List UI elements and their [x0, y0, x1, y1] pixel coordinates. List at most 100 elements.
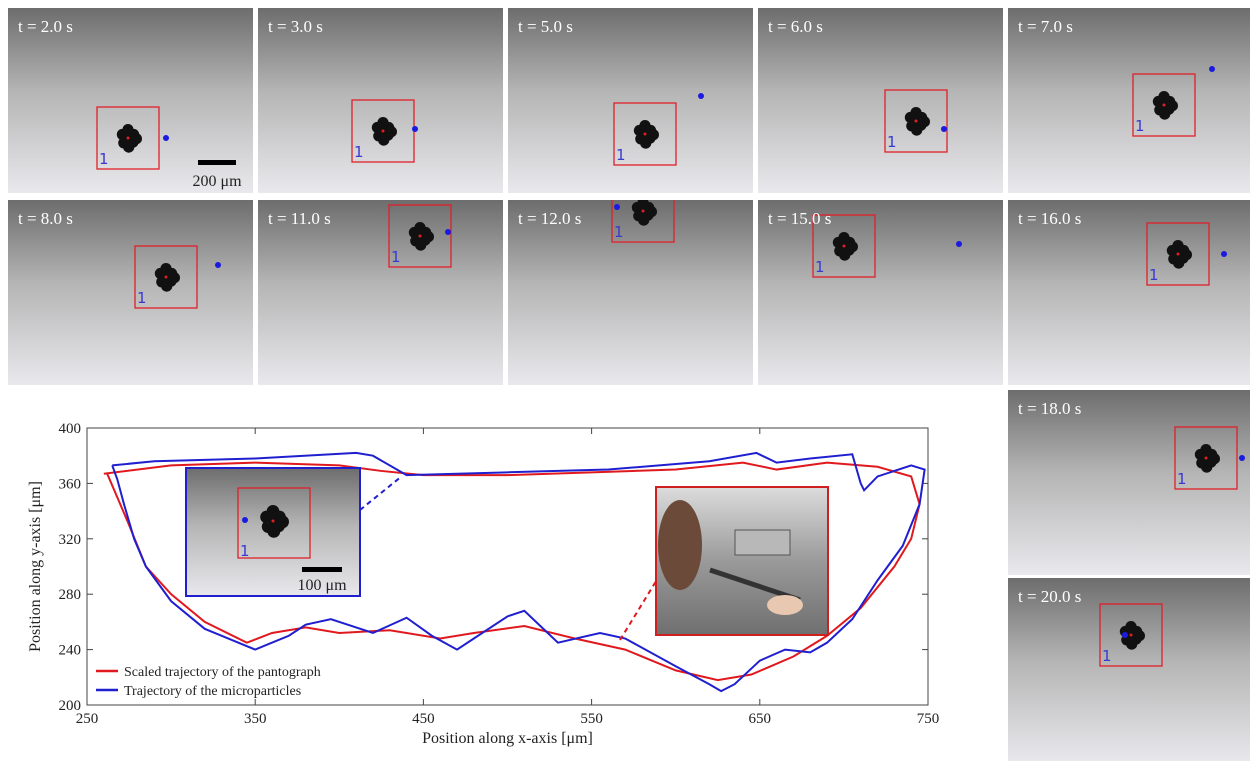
scale-bar-label: 100 μm: [297, 577, 347, 594]
particle: [839, 250, 850, 261]
x-tick-label: 450: [412, 711, 435, 727]
scale-bar-label: 200 μm: [192, 173, 242, 190]
track-id: 1: [391, 248, 401, 266]
legend-label: Scaled trajectory of the pantograph: [124, 665, 321, 680]
frame: 1 t = 18.0 s: [1008, 390, 1250, 575]
track-id: 1: [354, 143, 364, 161]
y-tick-label: 240: [59, 643, 82, 659]
target-dot: [941, 126, 947, 132]
frame: 1 t = 11.0 s: [258, 200, 503, 385]
time-label: t = 12.0 s: [518, 209, 581, 228]
particle: [131, 133, 142, 144]
target-dot: [445, 229, 451, 235]
target-dot: [698, 93, 704, 99]
time-label: t = 15.0 s: [768, 209, 831, 228]
particle: [640, 138, 651, 149]
particle: [169, 272, 180, 283]
x-tick-label: 550: [580, 711, 603, 727]
particle: [1201, 462, 1212, 473]
track-id: 1: [815, 258, 825, 276]
track-id: 1: [614, 223, 624, 241]
x-tick-label: 650: [749, 711, 772, 727]
center-dot: [1205, 457, 1208, 460]
particle: [919, 116, 930, 127]
track-id: 1: [1102, 647, 1112, 665]
particle: [648, 129, 659, 140]
center-dot: [382, 130, 385, 133]
scale-bar: [302, 567, 342, 572]
target-dot: [1221, 251, 1227, 257]
y-tick-label: 320: [59, 532, 82, 548]
center-dot: [1163, 104, 1166, 107]
scale-bar: [198, 160, 236, 165]
particle: [386, 126, 397, 137]
photo-device: [735, 530, 790, 555]
target-dot: [242, 517, 248, 523]
particle: [1209, 453, 1220, 464]
frame: 1 t = 15.0 s: [758, 200, 1003, 385]
y-axis-label: Position along y-axis [μm]: [27, 481, 44, 652]
photo-hand: [767, 595, 803, 615]
target-dot: [1122, 632, 1128, 638]
center-dot: [644, 133, 647, 136]
center-dot: [127, 137, 130, 140]
time-label: t = 18.0 s: [1018, 399, 1081, 418]
frame: 1 t = 16.0 s: [1008, 200, 1250, 385]
center-dot: [1130, 634, 1133, 637]
y-tick-label: 280: [59, 587, 82, 603]
center-dot: [272, 520, 275, 523]
legend-label: Trajectory of the microparticles: [124, 684, 301, 699]
particle: [423, 231, 434, 242]
x-tick-label: 750: [917, 711, 940, 727]
target-dot: [614, 204, 620, 210]
frame: 1 t = 7.0 s: [1008, 8, 1250, 193]
time-label: t = 6.0 s: [768, 17, 823, 36]
track-id: 1: [1135, 117, 1145, 135]
frame: 1 t = 6.0 s: [758, 8, 1003, 193]
time-label: t = 20.0 s: [1018, 587, 1081, 606]
particle: [1159, 109, 1170, 120]
time-label: t = 16.0 s: [1018, 209, 1081, 228]
target-dot: [215, 262, 221, 268]
particle: [1173, 258, 1184, 269]
particle: [1134, 630, 1145, 641]
center-dot: [1177, 253, 1180, 256]
particle: [1126, 639, 1137, 650]
particle: [161, 281, 172, 292]
target-dot: [1239, 455, 1245, 461]
center-dot: [915, 120, 918, 123]
track-id: 1: [616, 146, 626, 164]
photo-head: [658, 500, 702, 590]
center-dot: [165, 276, 168, 279]
target-dot: [163, 135, 169, 141]
particle: [1181, 249, 1192, 260]
track-id: 1: [887, 133, 897, 151]
frame: 1 t = 3.0 s: [258, 8, 503, 193]
target-dot: [412, 126, 418, 132]
frame: 1 t = 12.0 s: [508, 180, 753, 385]
frame: 1t = 5.0 s: [508, 8, 753, 193]
track-id: 1: [1177, 470, 1187, 488]
center-dot: [419, 235, 422, 238]
center-dot: [642, 210, 645, 213]
time-label: t = 8.0 s: [18, 209, 73, 228]
particle: [276, 515, 289, 528]
particle: [415, 240, 426, 251]
y-tick-label: 200: [59, 698, 82, 714]
track-id: 1: [1149, 266, 1159, 284]
frame: 1 t = 20.0 s: [1008, 578, 1250, 761]
figure: 1t = 2.0 s200 μm1t = 3.0 s1t = 5.0 s1t =…: [0, 0, 1250, 761]
track-id: 1: [240, 542, 250, 560]
time-label: t = 11.0 s: [268, 209, 331, 228]
time-label: t = 7.0 s: [1018, 17, 1073, 36]
particle: [378, 135, 389, 146]
x-axis-label: Position along x-axis [μm]: [422, 730, 593, 747]
particle: [1167, 100, 1178, 111]
x-tick-label: 350: [244, 711, 267, 727]
target-dot: [956, 241, 962, 247]
particle: [847, 241, 858, 252]
frame: 1t = 8.0 s: [8, 200, 253, 385]
time-label: t = 3.0 s: [268, 17, 323, 36]
particle: [911, 125, 922, 136]
